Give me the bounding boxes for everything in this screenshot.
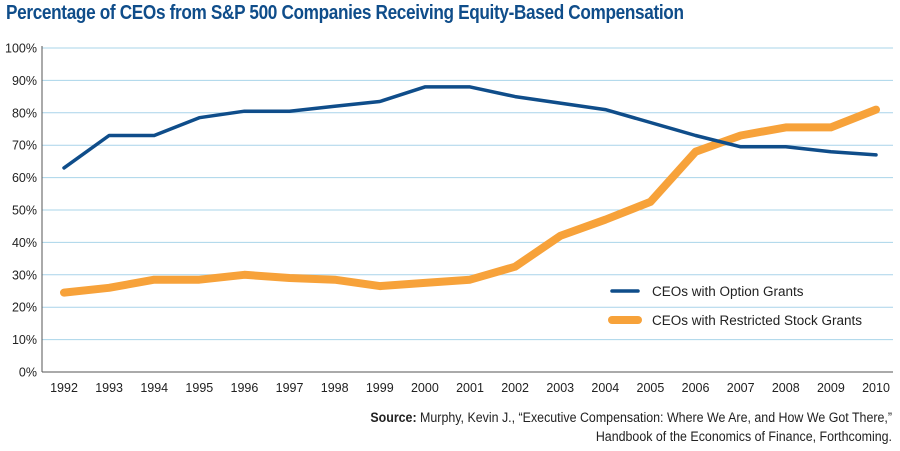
source-line-2: Handbook of the Economics of Finance, Fo… xyxy=(595,429,892,444)
x-tick-label: 1995 xyxy=(185,381,213,395)
series-line-option-grants xyxy=(62,85,878,170)
source-label: Source: xyxy=(370,410,417,425)
source-line-1: Murphy, Kevin J., “Executive Compensatio… xyxy=(416,410,892,425)
series-lines xyxy=(60,85,880,297)
x-tick-label: 2001 xyxy=(456,381,484,395)
y-tick-label: 40% xyxy=(12,236,37,250)
x-tick-label: 1999 xyxy=(366,381,394,395)
x-tick-label: 1998 xyxy=(321,381,349,395)
x-tick-label: 1993 xyxy=(95,381,123,395)
x-tick-label: 2006 xyxy=(682,381,710,395)
y-tick-label: 30% xyxy=(12,268,37,282)
x-tick-label: 2003 xyxy=(546,381,574,395)
x-tick-label: 2000 xyxy=(411,381,439,395)
y-tick-label: 20% xyxy=(12,301,37,315)
y-tick-label: 60% xyxy=(12,171,37,185)
chart-title: Percentage of CEOs from S&P 500 Companie… xyxy=(6,2,684,24)
x-tick-label: 1992 xyxy=(50,381,78,395)
x-axis: 1992 1993 1994 1995 1996 1997 1998 1999 2000 2001… xyxy=(50,381,890,395)
x-tick-label: 2008 xyxy=(772,381,800,395)
y-tick-label: 70% xyxy=(12,139,37,153)
legend-label: CEOs with Restricted Stock Grants xyxy=(652,313,862,328)
source-note: Source: Murphy, Kevin J., “Executive Com… xyxy=(370,408,892,446)
x-tick-label: 2004 xyxy=(591,381,619,395)
legend: CEOs with Option Grants CEOs with Restric… xyxy=(608,284,862,328)
x-tick-label: 2009 xyxy=(817,381,845,395)
y-tick-label: 0% xyxy=(19,366,37,380)
x-tick-label: 1997 xyxy=(276,381,304,395)
x-tick-label: 1994 xyxy=(140,381,168,395)
y-tick-label: 10% xyxy=(12,333,37,347)
x-tick-label: 2005 xyxy=(637,381,665,395)
y-tick-label: 100% xyxy=(5,42,37,56)
x-tick-label: 2002 xyxy=(501,381,529,395)
legend-label: CEOs with Option Grants xyxy=(652,284,804,299)
y-tick-label: 80% xyxy=(12,106,37,120)
x-tick-label: 2007 xyxy=(727,381,755,395)
x-tick-label: 2010 xyxy=(862,381,890,395)
y-tick-label: 90% xyxy=(12,74,37,88)
grid-lines xyxy=(41,46,893,373)
y-axis: 0% 10% 20% 30% 40% 50% 60% 70% 80% 90% 100% xyxy=(5,42,37,380)
x-tick-label: 1996 xyxy=(231,381,259,395)
series-line-restricted-stock xyxy=(60,105,880,297)
y-tick-label: 50% xyxy=(12,204,37,218)
